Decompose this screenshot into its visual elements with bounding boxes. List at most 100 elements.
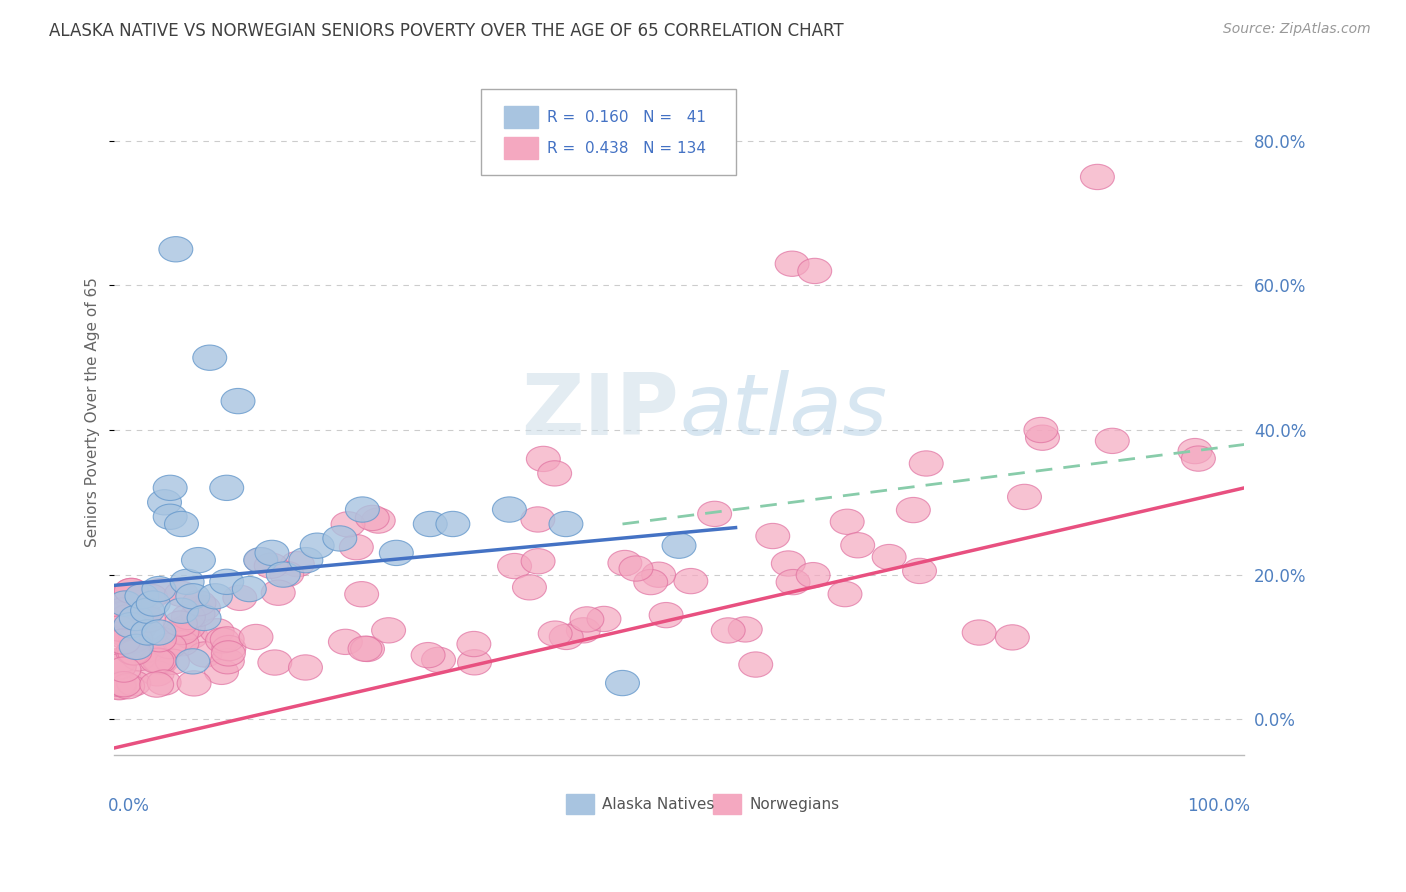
Ellipse shape [142,576,176,602]
Ellipse shape [339,534,374,560]
Ellipse shape [738,652,773,677]
Ellipse shape [288,548,323,573]
Ellipse shape [662,533,696,558]
Ellipse shape [181,591,217,615]
Ellipse shape [270,561,304,587]
Ellipse shape [170,569,204,594]
Ellipse shape [163,611,197,636]
Ellipse shape [127,605,160,630]
Ellipse shape [165,619,200,645]
Ellipse shape [132,607,166,632]
Bar [503,105,537,128]
Ellipse shape [120,606,153,631]
Ellipse shape [828,582,862,607]
Ellipse shape [103,673,136,699]
Ellipse shape [550,624,583,649]
Ellipse shape [165,511,198,537]
Ellipse shape [772,551,806,576]
Ellipse shape [108,591,142,616]
Ellipse shape [105,598,141,623]
Text: Source: ZipAtlas.com: Source: ZipAtlas.com [1223,22,1371,37]
Ellipse shape [125,583,159,609]
Ellipse shape [110,605,145,630]
Ellipse shape [107,672,141,697]
Ellipse shape [641,562,675,587]
Ellipse shape [111,673,145,698]
Ellipse shape [567,617,600,643]
Ellipse shape [301,533,335,558]
Ellipse shape [492,497,526,522]
Ellipse shape [288,655,322,680]
Ellipse shape [221,388,254,414]
Ellipse shape [344,582,378,607]
Ellipse shape [280,551,315,577]
Ellipse shape [361,508,395,533]
Ellipse shape [107,629,141,654]
Ellipse shape [122,615,156,641]
Ellipse shape [457,632,491,657]
Ellipse shape [222,585,257,610]
Ellipse shape [142,620,176,645]
Ellipse shape [153,504,187,530]
Ellipse shape [619,556,652,582]
Ellipse shape [262,580,295,606]
Ellipse shape [1095,428,1129,453]
Ellipse shape [165,631,198,656]
Ellipse shape [728,616,762,642]
Ellipse shape [350,636,384,662]
Ellipse shape [142,626,176,652]
Ellipse shape [349,636,382,661]
Ellipse shape [796,563,830,588]
Ellipse shape [165,599,198,624]
Ellipse shape [330,512,366,537]
Ellipse shape [153,475,187,500]
Ellipse shape [329,629,363,655]
Ellipse shape [634,569,668,595]
Ellipse shape [650,602,683,628]
Ellipse shape [538,621,572,647]
Ellipse shape [205,659,239,684]
Ellipse shape [181,548,215,573]
Text: R =  0.160   N =   41: R = 0.160 N = 41 [547,110,706,125]
Ellipse shape [903,558,936,583]
Ellipse shape [128,602,162,627]
Ellipse shape [436,511,470,537]
Ellipse shape [548,511,583,537]
Text: Alaska Natives: Alaska Natives [602,797,714,812]
Ellipse shape [117,600,150,625]
Ellipse shape [103,672,136,697]
Ellipse shape [117,671,150,696]
Ellipse shape [209,569,243,594]
Ellipse shape [103,615,136,641]
Ellipse shape [257,650,292,675]
Ellipse shape [107,657,141,682]
Ellipse shape [118,626,153,651]
Ellipse shape [498,553,531,579]
Ellipse shape [163,629,197,655]
Ellipse shape [232,576,266,602]
Ellipse shape [1178,439,1212,464]
Ellipse shape [776,569,810,595]
Ellipse shape [995,624,1029,650]
Ellipse shape [245,548,278,573]
Ellipse shape [962,620,995,645]
Ellipse shape [103,654,136,679]
Ellipse shape [211,640,246,666]
Ellipse shape [112,605,146,631]
Ellipse shape [152,633,186,658]
Ellipse shape [120,617,153,643]
Ellipse shape [142,648,176,673]
Ellipse shape [134,584,167,609]
Ellipse shape [110,624,143,649]
Ellipse shape [356,505,389,531]
Ellipse shape [422,648,456,673]
Bar [713,795,741,814]
Ellipse shape [254,553,288,578]
Ellipse shape [520,507,555,533]
Ellipse shape [181,601,215,627]
Text: 100.0%: 100.0% [1187,797,1250,814]
Ellipse shape [112,583,148,609]
Ellipse shape [841,533,875,558]
Text: atlas: atlas [679,370,887,453]
Ellipse shape [187,606,221,631]
